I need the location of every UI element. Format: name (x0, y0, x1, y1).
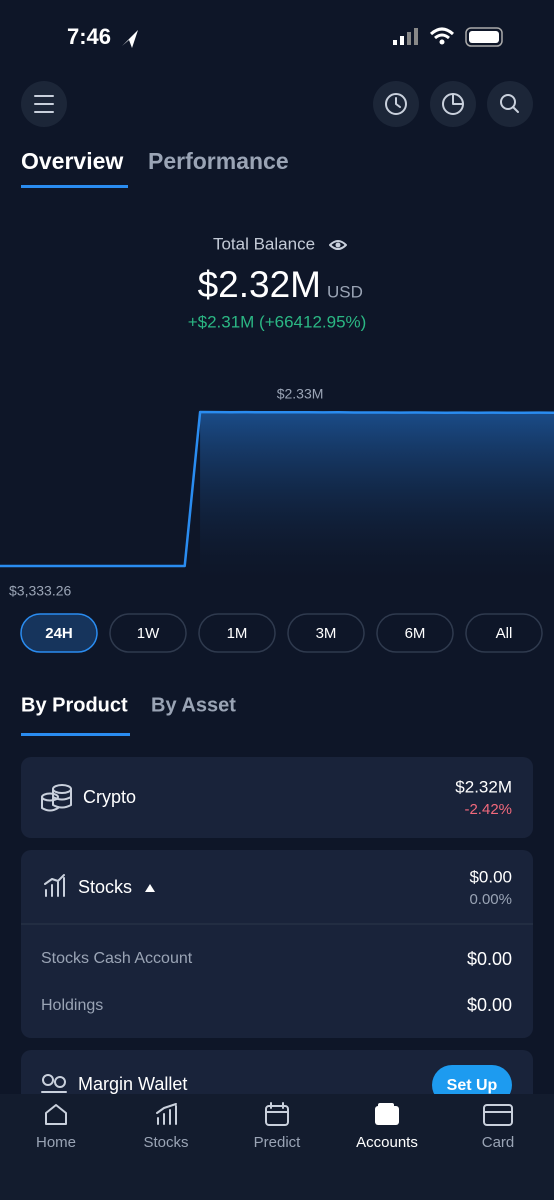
status-icons (393, 27, 503, 47)
tab-underline (21, 185, 128, 188)
product-name[interactable]: Stocks (78, 877, 132, 897)
menu-button[interactable] (21, 81, 67, 127)
status-time: 7:46 (67, 24, 111, 49)
row-value: $0.00 (467, 949, 512, 969)
range-button[interactable] (376, 613, 454, 653)
product-change: -2.42% (464, 801, 512, 818)
collapse-icon[interactable] (145, 884, 155, 892)
eye-icon[interactable] (329, 240, 347, 250)
row-label: Stocks Cash Account (41, 950, 193, 967)
setup-label[interactable]: Set Up (447, 1077, 498, 1094)
tab-underline (21, 733, 130, 736)
balance-chart (0, 410, 554, 580)
stocks-card: Stocks $0.00 0.00% Stocks Cash Account $… (21, 850, 533, 1038)
nav-items: Home Stocks Predict Accounts Card (36, 1134, 514, 1151)
tab-by-product[interactable]: By Product (21, 694, 128, 716)
range-button[interactable] (287, 613, 365, 653)
high-label: $2.33M (277, 386, 324, 402)
chart-area (200, 412, 554, 580)
row-label: Holdings (41, 997, 103, 1014)
range-selector: 24H 1W 1M 3M 6M All (20, 613, 543, 653)
range-button[interactable] (465, 613, 543, 653)
range-label[interactable]: 1M (227, 625, 248, 642)
product-value: $2.32M (455, 777, 512, 796)
range-label[interactable]: All (496, 625, 513, 642)
crypto-card[interactable]: Crypto $2.32M -2.42% (21, 757, 533, 838)
nav-icon-active (375, 1103, 399, 1125)
nav-label[interactable]: Accounts (356, 1134, 418, 1151)
range-label[interactable]: 1W (137, 625, 160, 642)
range-label[interactable]: 6M (405, 625, 426, 642)
tab-performance[interactable]: Performance (148, 148, 289, 174)
product-name: Crypto (83, 787, 136, 807)
nav-label[interactable]: Predict (254, 1134, 302, 1151)
tab-overview[interactable]: Overview (21, 148, 123, 174)
product-name: Margin Wallet (78, 1074, 187, 1094)
low-label: $3,333.26 (9, 583, 71, 599)
tab-by-asset[interactable]: By Asset (151, 694, 236, 716)
nav-label[interactable]: Home (36, 1134, 76, 1151)
search-button[interactable] (487, 81, 533, 127)
location-icon (122, 30, 138, 48)
range-button[interactable] (109, 613, 187, 653)
range-label[interactable]: 24H (45, 625, 73, 642)
balance-currency: USD (327, 282, 363, 301)
row-value: $0.00 (467, 995, 512, 1015)
range-button[interactable] (20, 613, 98, 653)
nav-label[interactable]: Stocks (143, 1134, 188, 1151)
history-button[interactable] (373, 81, 419, 127)
range-label[interactable]: 3M (316, 625, 337, 642)
allocation-button[interactable] (430, 81, 476, 127)
range-button[interactable] (198, 613, 276, 653)
balance-change: +$2.31M (+66412.95%) (188, 312, 367, 331)
nav-icons (45, 1102, 513, 1126)
balance-amount: $2.32M (198, 264, 321, 305)
chart-line (0, 410, 554, 568)
balance-title: Total Balance (213, 234, 315, 253)
product-value: $0.00 (469, 867, 512, 886)
product-change: 0.00% (469, 891, 512, 908)
nav-label[interactable]: Card (482, 1134, 515, 1151)
